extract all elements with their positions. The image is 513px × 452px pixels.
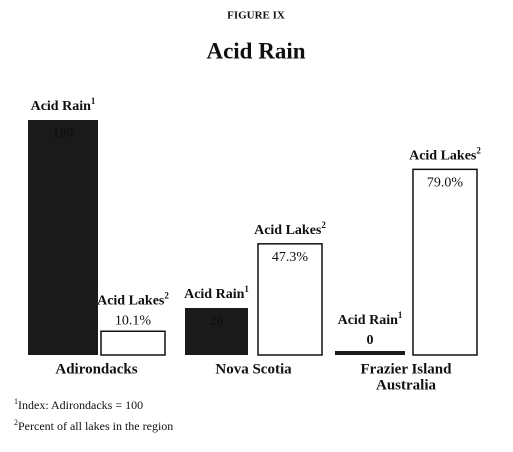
bar	[335, 351, 405, 355]
footnote: 1Index: Adirondacks = 100	[14, 397, 143, 412]
series-note: 2	[321, 220, 326, 230]
bar	[257, 243, 323, 356]
series-label: Acid Rain1	[338, 310, 403, 328]
value-label: 47.3%	[272, 250, 309, 265]
chart-title: Acid Rain	[206, 38, 305, 63]
footnote-text: Percent of all lakes in the region	[18, 419, 173, 433]
series-note: 1	[398, 310, 403, 320]
footnote-text: Index: Adirondacks = 100	[18, 398, 143, 412]
category-label: Frazier Island	[361, 361, 453, 377]
bar	[28, 120, 98, 355]
series-name: Acid Lakes	[97, 293, 165, 308]
series-label: Acid Rain1	[31, 96, 96, 114]
value-label: 100	[53, 126, 74, 141]
series-label: Acid Lakes2	[409, 145, 481, 163]
series-name: Acid Rain	[184, 287, 245, 302]
series-label: Acid Lakes2	[97, 290, 169, 308]
footnote-marker: 2	[14, 418, 18, 427]
series-note: 2	[476, 145, 481, 155]
series-label: Acid Lakes2	[254, 220, 326, 238]
value-label: 0	[367, 333, 374, 348]
bar	[100, 330, 166, 356]
series-note: 2	[164, 290, 169, 300]
value-label: 10.1%	[115, 313, 152, 328]
series-note: 1	[244, 284, 249, 294]
series-note: 1	[91, 96, 96, 106]
bar	[185, 308, 248, 355]
series-label: Acid Rain1	[184, 284, 249, 302]
value-label: 20	[210, 314, 224, 329]
series-name: Acid Rain	[31, 99, 92, 114]
figure-label: FIGURE IX	[227, 10, 285, 22]
footnote-marker: 1	[14, 397, 18, 406]
category-label: Australia	[376, 377, 437, 393]
bar	[412, 168, 478, 356]
series-name: Acid Lakes	[254, 223, 322, 238]
footnote: 2Percent of all lakes in the region	[14, 418, 173, 433]
series-name: Acid Lakes	[409, 149, 477, 164]
category-label: Adirondacks	[55, 361, 137, 377]
category-label: Nova Scotia	[215, 361, 292, 377]
value-label: 79.0%	[427, 176, 464, 191]
series-name: Acid Rain	[338, 313, 399, 328]
